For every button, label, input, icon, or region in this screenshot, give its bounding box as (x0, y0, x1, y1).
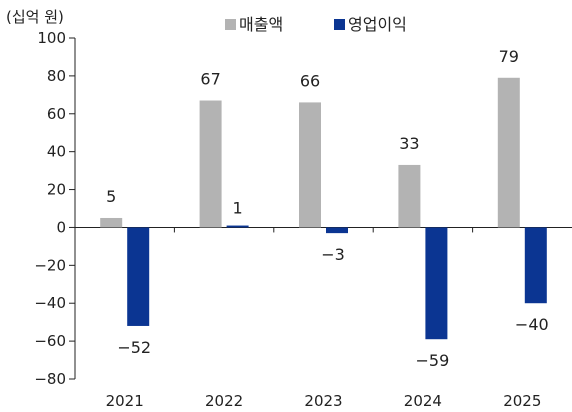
y-tick-label: −20 (34, 256, 66, 274)
bar-revenue (100, 217, 123, 228)
bar-operating-profit (524, 227, 547, 304)
data-label-operating-profit: −3 (321, 245, 345, 264)
y-tick-label: −80 (34, 370, 66, 388)
data-label-operating-profit: −40 (515, 315, 549, 334)
data-label-revenue: 33 (399, 134, 419, 153)
y-tick-label: −40 (34, 294, 66, 312)
legend-swatch-operating-profit (334, 19, 345, 30)
bar-revenue (199, 100, 222, 228)
data-label-revenue: 5 (106, 187, 116, 206)
y-tick-label: 20 (47, 181, 66, 199)
data-label-operating-profit: −59 (416, 351, 450, 370)
legend: 매출액 영업이익 (225, 15, 407, 34)
legend-swatch-revenue (225, 19, 236, 30)
bar-operating-profit (127, 227, 150, 326)
bar-operating-profit (425, 227, 448, 340)
y-tick-label: 100 (37, 29, 66, 47)
y-tick-label: 40 (47, 143, 66, 161)
bar-operating-profit (326, 227, 348, 234)
bar-operating-profit (226, 225, 249, 228)
y-tick-label: 80 (47, 67, 66, 85)
data-label-revenue: 66 (300, 71, 320, 90)
y-tick-label: −60 (34, 332, 66, 350)
x-tick-label: 2022 (205, 392, 243, 410)
unit-label: (십억 원) (6, 8, 64, 26)
y-tick-label: 60 (47, 105, 66, 123)
x-tick-label: 2023 (304, 392, 342, 410)
data-label-operating-profit: 1 (233, 199, 243, 218)
bar-revenue (497, 77, 520, 228)
data-label-revenue: 67 (200, 70, 220, 89)
legend-label-revenue: 매출액 (239, 15, 283, 34)
x-tick-label: 2024 (404, 392, 442, 410)
x-tick-label: 2021 (106, 392, 144, 410)
y-tick-label: 0 (56, 218, 66, 236)
data-label-revenue: 79 (499, 47, 519, 66)
legend-label-operating-profit: 영업이익 (348, 15, 407, 34)
bar-revenue (299, 102, 321, 228)
bar-revenue (398, 164, 421, 228)
data-label-operating-profit: −52 (117, 338, 151, 357)
x-tick-label: 2025 (503, 392, 541, 410)
plot-area: 100 80 60 40 20 0 −20 −40 −60 −80 2021 2022 2023 2024… (34, 29, 572, 410)
